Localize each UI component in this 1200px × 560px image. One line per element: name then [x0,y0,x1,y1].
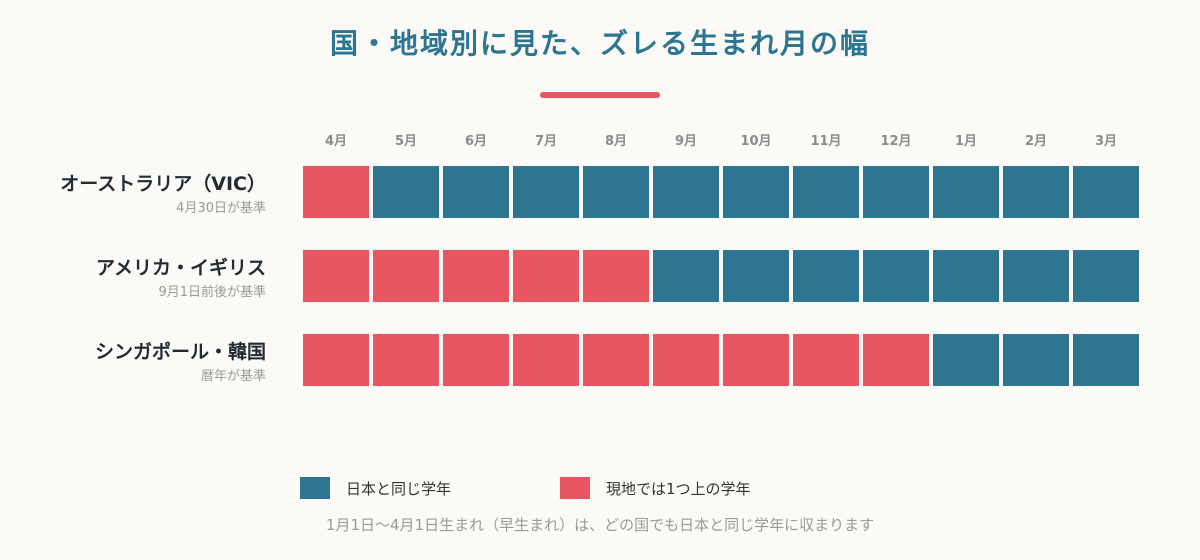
cell-one-grade-ahead [303,166,369,218]
cell-same-grade [723,166,789,218]
month-header: 12月 [880,134,912,149]
month-header: 11月 [810,134,842,149]
cell-one-grade-ahead [513,334,579,386]
row-label: オーストラリア（VIC） 4月30日が基準 [0,172,266,218]
row-label: シンガポール・韓国暦年が基準 [0,340,266,386]
cell-same-grade [793,250,859,302]
month-header: 5月 [394,134,418,149]
month-header: 6月 [464,134,488,149]
title-accent-bar [540,92,660,98]
row-basis: 4月30日が基準 [176,201,266,216]
month-header: 9月 [674,134,698,149]
legend-same-label: 日本と同じ学年 [346,479,452,498]
month-header: 3月 [1094,134,1118,149]
cell-same-grade [723,250,789,302]
footnote: 1月1日〜4月1日生まれ（早生まれ）は、どの国でも日本と同じ学年に収まります [325,516,875,534]
cell-same-grade [1073,250,1139,302]
row-name: シンガポール・韓国 [94,341,266,363]
cell-same-grade [373,166,439,218]
cell-one-grade-ahead [863,334,929,386]
cell-one-grade-ahead [443,250,509,302]
month-header: 4月 [324,134,348,149]
cell-one-grade-ahead [373,334,439,386]
row-basis: 9月1日前後が基準 [158,285,266,300]
cell-one-grade-ahead [443,334,509,386]
month-header: 8月 [604,134,628,149]
cell-one-grade-ahead [653,334,719,386]
cell-one-grade-ahead [303,250,369,302]
row-name: オーストラリア（VIC） [60,173,266,195]
cell-same-grade [933,334,999,386]
cell-same-grade [863,250,929,302]
legend-ahead: 現地では1つ上の学年 [560,476,751,500]
legend-same-swatch [300,477,330,499]
cell-one-grade-ahead [373,250,439,302]
cell-same-grade [793,166,859,218]
cell-same-grade [1003,334,1069,386]
cell-same-grade [653,250,719,302]
cell-same-grade [513,166,579,218]
cell-same-grade [653,166,719,218]
legend-same: 日本と同じ学年 [300,476,451,500]
cell-one-grade-ahead [303,334,369,386]
legend-ahead-label: 現地では1つ上の学年 [606,479,751,498]
legend-ahead-swatch [560,477,590,499]
cell-same-grade [583,166,649,218]
month-header: 10月 [740,134,772,149]
month-header: 2月 [1024,134,1048,149]
month-header: 7月 [534,134,558,149]
page-title: 国・地域別に見た、ズレる生まれ月の幅 [329,27,870,60]
cell-one-grade-ahead [583,334,649,386]
row-name: アメリカ・イギリス [95,257,266,279]
cell-same-grade [933,166,999,218]
row-basis: 暦年が基準 [200,369,266,384]
cell-one-grade-ahead [513,250,579,302]
cell-same-grade [1003,166,1069,218]
cell-one-grade-ahead [583,250,649,302]
cell-same-grade [443,166,509,218]
cell-same-grade [1073,334,1139,386]
cell-same-grade [1003,250,1069,302]
row-label: アメリカ・イギリス 9月1日前後が基準 [0,256,266,302]
cell-same-grade [863,166,929,218]
cell-same-grade [933,250,999,302]
cell-same-grade [1073,166,1139,218]
month-header: 1月 [954,134,978,149]
cell-one-grade-ahead [793,334,859,386]
cell-one-grade-ahead [723,334,789,386]
